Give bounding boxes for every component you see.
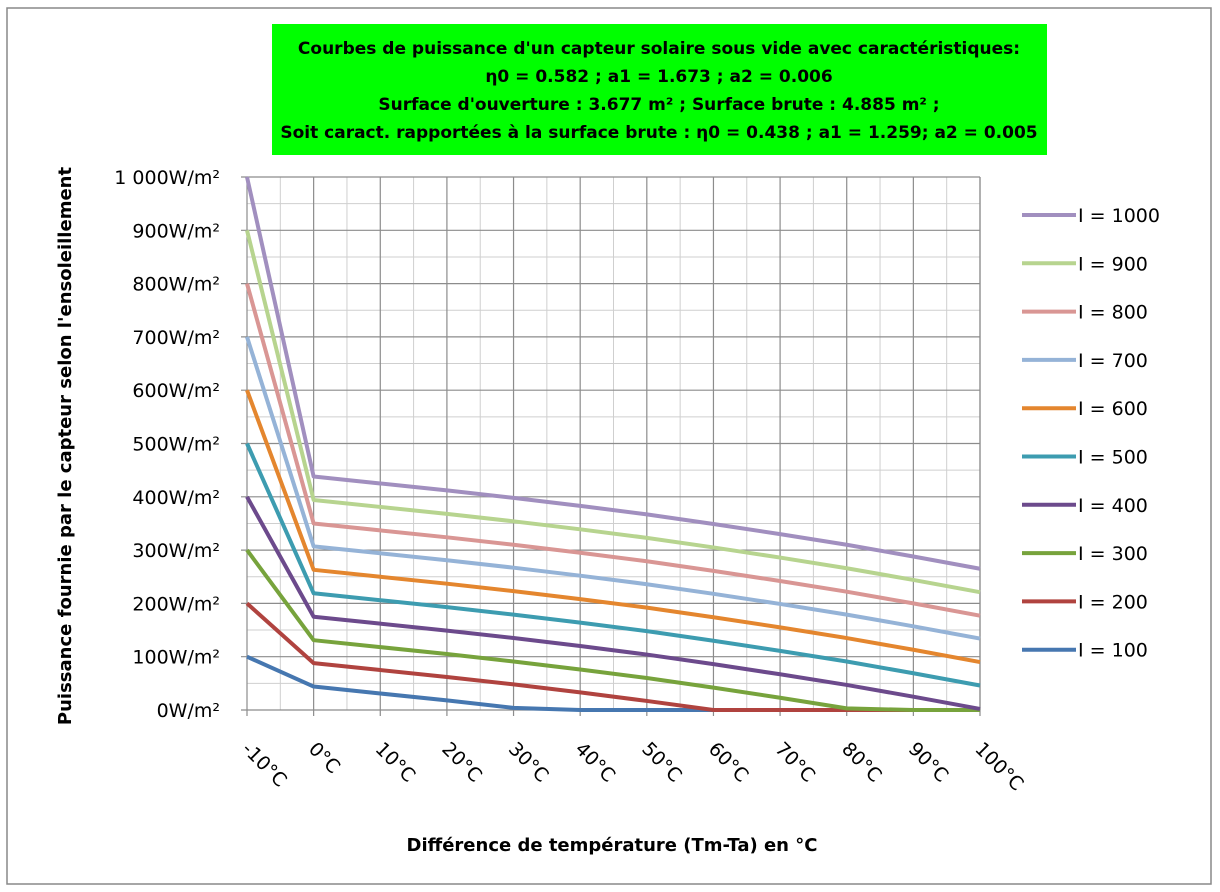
y-axis-ticks: 0W/m² 100W/m² 200W/m² 300W/m² 400W/m² 500W/m²… <box>114 167 220 722</box>
chart-title-line-1: Courbes de puissance d'un capteur solair… <box>298 39 1020 59</box>
series-line-700 <box>245 336 981 641</box>
legend-label: I = 700 <box>1078 350 1148 372</box>
chart-title-line-3: Surface d'ouverture : 3.677 m² ; Surface… <box>378 95 939 115</box>
series-lines <box>245 176 981 712</box>
legend-label: I = 100 <box>1078 640 1148 662</box>
legend-label: I = 500 <box>1078 447 1148 469</box>
legend-label: I = 900 <box>1078 253 1148 275</box>
series-line-600 <box>245 389 981 664</box>
title-box <box>272 24 1047 155</box>
series-line-1000 <box>245 176 981 571</box>
y-tick-label: 1 000W/m² <box>114 167 220 189</box>
y-tick-label: 500W/m² <box>132 434 220 456</box>
legend-label: I = 600 <box>1078 398 1148 420</box>
y-tick-label: 400W/m² <box>132 487 220 509</box>
y-tick-label: 600W/m² <box>132 380 220 402</box>
chart-title-line-2: η0 = 0.582 ; a1 = 1.673 ; a2 = 0.006 <box>485 67 832 87</box>
grid <box>241 176 981 716</box>
legend-label: I = 400 <box>1078 495 1148 517</box>
y-axis-label: Puissance fournie par le capteur selon l… <box>55 167 76 726</box>
legend: I = 1000 I = 900 I = 800 I = 700 I = 600 I = … <box>1022 205 1160 662</box>
y-tick-label: 800W/m² <box>132 274 220 296</box>
series-line-800 <box>245 283 981 618</box>
y-tick-label: 0W/m² <box>157 700 220 722</box>
y-tick-label: 900W/m² <box>132 220 220 242</box>
series-line-500 <box>245 442 981 688</box>
legend-label: I = 800 <box>1078 302 1148 324</box>
y-tick-label: 100W/m² <box>132 647 220 669</box>
y-tick-label: 300W/m² <box>132 540 220 562</box>
series-line-900 <box>245 229 981 595</box>
y-tick-label: 700W/m² <box>132 327 220 349</box>
series-line-300 <box>245 548 980 712</box>
y-tick-label: 200W/m² <box>132 593 220 615</box>
series-line-400 <box>245 495 981 711</box>
legend-label: I = 1000 <box>1078 205 1160 227</box>
chart-title-line-4: Soit caract. rapportées à la surface bru… <box>280 123 1037 143</box>
legend-label: I = 300 <box>1078 543 1148 565</box>
legend-label: I = 200 <box>1078 591 1148 613</box>
x-axis-label: Différence de température (Tm-Ta) en °C <box>407 835 818 856</box>
